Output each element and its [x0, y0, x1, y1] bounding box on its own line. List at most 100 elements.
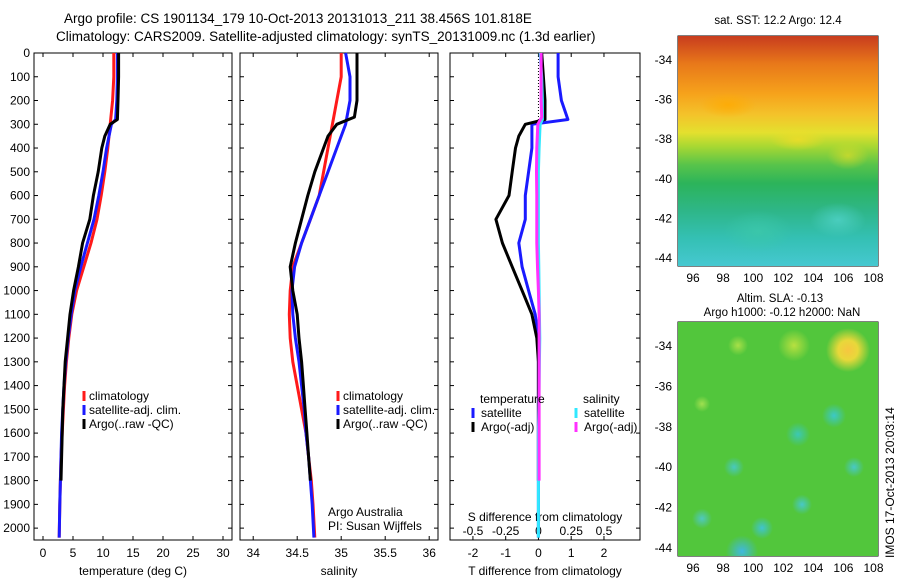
map-lon-label: 102	[773, 561, 793, 575]
top-tick-label: -0.25	[492, 524, 520, 538]
map-lon-label: 100	[743, 561, 763, 575]
map-lat-label: -34	[655, 53, 673, 67]
map-lat-label: -42	[655, 211, 673, 225]
series-line-1-2	[288, 53, 359, 481]
legend-title-salinity: salinity	[583, 392, 620, 406]
depth-tick-label: 500	[10, 165, 30, 179]
x-tick-label: -1	[500, 546, 511, 560]
legend-label: climatology	[89, 389, 149, 403]
x-tick-label: 25	[186, 546, 200, 560]
series-line-0-0	[57, 53, 116, 538]
x-axis-label: salinity	[321, 564, 358, 578]
map-lon-label: 98	[716, 561, 730, 575]
sst-map-title: sat. SST: 12.2 Argo: 12.4	[714, 15, 842, 27]
series-line-1-1	[290, 52, 352, 538]
depth-tick-label: 1000	[3, 284, 30, 298]
map-lat-label: -44	[655, 251, 673, 265]
top-tick-label: -0.5	[463, 524, 484, 538]
x-tick-label: 0	[535, 546, 542, 560]
top-tick-label: 0.25	[560, 524, 584, 538]
legend-label: Argo(-adj)	[481, 420, 534, 434]
x-axis-label: temperature (deg C)	[79, 564, 187, 578]
map-lat-label: -36	[655, 380, 673, 394]
x-tick-label: 20	[156, 546, 170, 560]
legend-label: satellite	[481, 406, 522, 420]
x-tick-label: 34	[247, 546, 261, 560]
map-lat-label: -44	[655, 541, 673, 555]
map-lat-label: -38	[655, 420, 673, 434]
legend-label: Argo(..raw -QC)	[343, 417, 428, 431]
x-tick-label: -2	[468, 546, 479, 560]
depth-tick-label: 200	[10, 94, 30, 108]
legend-label: satellite-adj. clim.	[89, 403, 181, 417]
x-tick-label: 2	[601, 546, 608, 560]
depth-tick-label: 1600	[3, 426, 30, 440]
depth-tick-label: 400	[10, 141, 30, 155]
depth-tick-label: 1500	[3, 402, 30, 416]
map-lon-label: 102	[773, 271, 793, 285]
x-tick-label: 36	[423, 546, 437, 560]
x-tick-label: 34.5	[286, 546, 310, 560]
x-tick-label: 30	[216, 546, 230, 560]
imos-timestamp: IMOS 17-Oct-2013 20:03:14	[883, 407, 897, 558]
series-line-0-2	[59, 53, 121, 481]
depth-tick-label: 2000	[3, 521, 30, 535]
map-lon-label: 104	[803, 271, 823, 285]
sla-map-title-line1: Altim. SLA: -0.13	[737, 293, 823, 305]
map-lat-label: -40	[655, 172, 673, 186]
climatology-title: Climatology: CARS2009. Satellite-adjuste…	[56, 29, 596, 44]
legend-label: satellite	[584, 406, 625, 420]
map-lon-label: 106	[833, 271, 853, 285]
legend-label: Argo(..raw -QC)	[89, 417, 174, 431]
plot-frame	[449, 52, 641, 541]
map-lon-label: 104	[803, 561, 823, 575]
x-tick-label: 35.5	[374, 546, 398, 560]
sst-map-image	[678, 36, 878, 266]
map-lon-label: 96	[686, 271, 700, 285]
series-line-1-0	[287, 53, 343, 538]
top-axis-label: S difference from climatology	[468, 510, 623, 524]
plot-frame	[33, 52, 233, 541]
annotation-pi: PI: Susan Wijffels	[328, 519, 422, 533]
depth-tick-label: 100	[10, 70, 30, 84]
map-lon-label: 108	[863, 271, 883, 285]
map-lat-label: -34	[655, 339, 673, 353]
x-tick-label: 35	[335, 546, 349, 560]
legend-title-temperature: temperature	[480, 392, 545, 406]
top-tick-label: 0.5	[596, 524, 613, 538]
map-lat-label: -36	[655, 92, 673, 106]
depth-tick-label: 1300	[3, 355, 30, 369]
depth-tick-label: 300	[10, 117, 30, 131]
x-tick-label: 5	[70, 546, 77, 560]
x-tick-label: 15	[126, 546, 140, 560]
depth-tick-label: 1900	[3, 497, 30, 511]
map-lat-label: -42	[655, 501, 673, 515]
sla-map-image	[678, 322, 878, 556]
map-lon-label: 96	[686, 561, 700, 575]
depth-tick-label: 900	[10, 260, 30, 274]
depth-tick-label: 800	[10, 236, 30, 250]
annotation-argo-australia: Argo Australia	[328, 505, 403, 519]
x-axis-label: T difference from climatology	[468, 564, 622, 578]
depth-tick-label: 0	[23, 46, 30, 60]
depth-tick-label: 1700	[3, 450, 30, 464]
sla-map-title-line2: Argo h1000: -0.12 h2000: NaN	[704, 307, 861, 319]
depth-tick-label: 600	[10, 189, 30, 203]
map-lon-label: 100	[743, 271, 763, 285]
depth-tick-label: 1200	[3, 331, 30, 345]
map-lon-label: 98	[716, 271, 730, 285]
x-tick-label: 10	[96, 546, 110, 560]
map-lat-label: -40	[655, 460, 673, 474]
depth-tick-label: 1400	[3, 379, 30, 393]
x-tick-label: 0	[40, 546, 47, 560]
legend-label: satellite-adj. clim.	[343, 403, 435, 417]
legend-label: Argo(-adj)	[584, 420, 637, 434]
profile-title: Argo profile: CS 1901134_179 10-Oct-2013…	[64, 11, 532, 26]
series-line-2-3	[535, 53, 544, 481]
map-lon-label: 106	[833, 561, 853, 575]
depth-tick-label: 1800	[3, 474, 30, 488]
depth-tick-label: 1100	[4, 307, 30, 321]
depth-tick-label: 700	[10, 212, 30, 226]
plot-frame	[239, 52, 439, 541]
legend-label: climatology	[343, 389, 403, 403]
